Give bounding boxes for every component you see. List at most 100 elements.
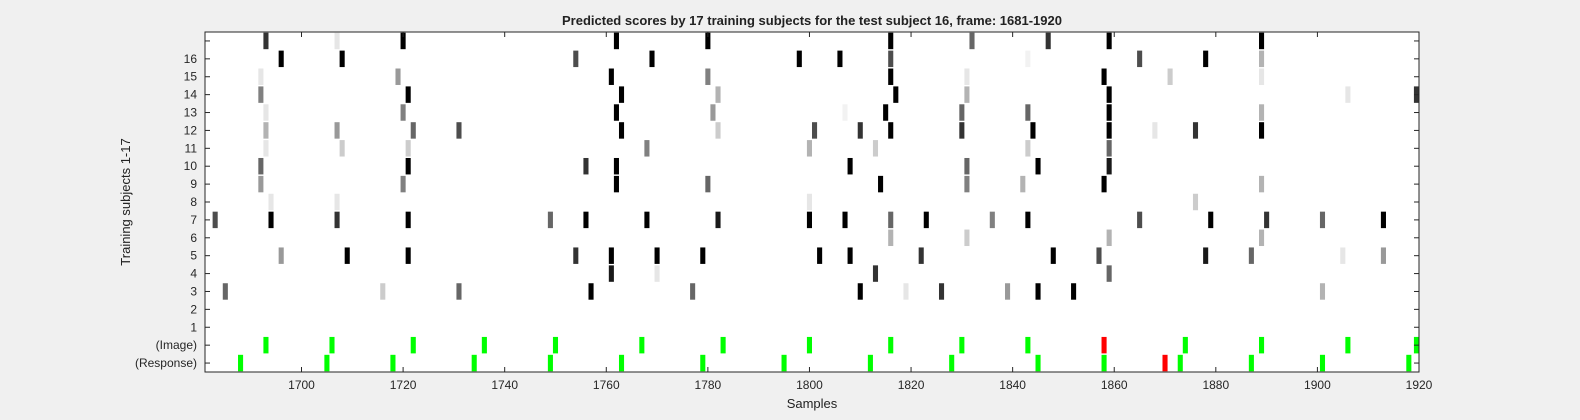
score-cell <box>806 193 812 211</box>
score-cell <box>263 122 269 139</box>
response-marker-correct <box>781 354 787 372</box>
score-cell <box>690 283 696 300</box>
score-cell <box>613 175 619 193</box>
score-cell <box>608 68 614 85</box>
y-tick-label: 15 <box>184 70 198 84</box>
y-tick-label: 7 <box>190 213 197 227</box>
score-cell <box>405 140 411 157</box>
y-tick-label: 16 <box>184 52 198 66</box>
heatmap-cells <box>212 32 1419 372</box>
image-marker-correct <box>1025 336 1031 354</box>
score-cell <box>989 211 995 229</box>
score-cell <box>1345 86 1351 103</box>
score-cell <box>1101 68 1107 85</box>
score-cell <box>872 140 879 157</box>
score-cell <box>1248 247 1254 264</box>
score-cell <box>405 86 411 103</box>
score-cell <box>1020 175 1026 193</box>
score-cell <box>1045 32 1051 50</box>
image-marker-correct <box>263 336 269 354</box>
x-tick-label: 1760 <box>593 378 620 392</box>
x-tick-label: 1820 <box>898 378 925 392</box>
y-tick-label: 11 <box>185 141 198 155</box>
score-cell <box>573 247 579 264</box>
score-cell <box>903 283 909 300</box>
score-cell <box>613 157 619 175</box>
score-cell <box>1035 283 1041 300</box>
score-cell <box>888 211 894 229</box>
score-cell <box>339 140 345 157</box>
score-cell <box>263 104 269 121</box>
response-marker-correct <box>238 354 244 372</box>
image-marker-correct <box>1259 336 1265 354</box>
image-marker-correct <box>552 336 559 354</box>
y-tick-label: 8 <box>190 195 197 209</box>
image-marker-correct <box>1345 336 1351 354</box>
score-cell <box>715 211 721 229</box>
score-cell <box>1264 211 1270 229</box>
score-cell <box>1101 175 1107 193</box>
y-tick-label: 1 <box>190 320 197 334</box>
score-cell <box>344 247 350 264</box>
score-cell <box>888 32 894 50</box>
score-cell <box>964 86 970 103</box>
response-marker-correct <box>867 354 873 372</box>
score-cell <box>268 193 274 211</box>
score-cell <box>258 68 264 85</box>
response-marker-correct <box>1035 354 1041 372</box>
response-marker-correct <box>700 354 706 372</box>
score-cell <box>212 211 218 229</box>
score-cell <box>1106 265 1112 282</box>
score-cell <box>700 247 706 264</box>
score-cell <box>1319 283 1326 300</box>
score-cell <box>1096 247 1102 264</box>
score-cell <box>395 68 401 85</box>
x-tick-label: 1880 <box>1202 378 1229 392</box>
score-cell <box>1259 229 1265 247</box>
score-cell <box>456 283 462 300</box>
score-cell <box>608 265 614 282</box>
score-cell <box>608 247 614 264</box>
score-cell <box>857 122 863 139</box>
score-cell <box>1005 283 1011 300</box>
score-cell <box>654 265 660 282</box>
response-marker-error <box>1162 354 1168 372</box>
score-cell <box>1106 140 1112 157</box>
score-cell <box>817 247 823 264</box>
score-cell <box>918 247 924 264</box>
score-cell <box>964 157 970 175</box>
score-cell <box>1319 211 1326 229</box>
score-cell <box>644 140 650 157</box>
score-cell <box>410 122 416 139</box>
score-cell <box>837 50 843 68</box>
score-cell <box>1192 122 1199 139</box>
x-tick-label: 1720 <box>390 378 417 392</box>
score-cell <box>613 32 619 50</box>
score-cell <box>1259 68 1265 85</box>
score-cell <box>618 86 625 103</box>
score-cell <box>1259 104 1265 121</box>
score-cell <box>888 68 894 85</box>
score-cell <box>334 32 340 50</box>
score-cell <box>400 175 406 193</box>
score-cell <box>1106 229 1112 247</box>
score-cell <box>1340 247 1346 264</box>
image-marker-correct <box>720 336 726 354</box>
response-marker-correct <box>1406 354 1412 372</box>
score-cell <box>1192 193 1199 211</box>
score-cell <box>258 86 264 103</box>
score-cell <box>710 104 716 121</box>
score-cell <box>268 211 274 229</box>
score-cell <box>644 211 650 229</box>
score-cell <box>1137 50 1143 68</box>
chart-title: Predicted scores by 17 training subjects… <box>562 13 1062 28</box>
score-cell <box>1152 122 1158 139</box>
score-cell <box>847 247 853 264</box>
response-marker-correct <box>471 354 477 372</box>
score-cell <box>1025 140 1031 157</box>
response-marker-correct <box>390 354 396 372</box>
y-tick-label: 5 <box>190 249 197 263</box>
response-marker-correct <box>949 354 955 372</box>
